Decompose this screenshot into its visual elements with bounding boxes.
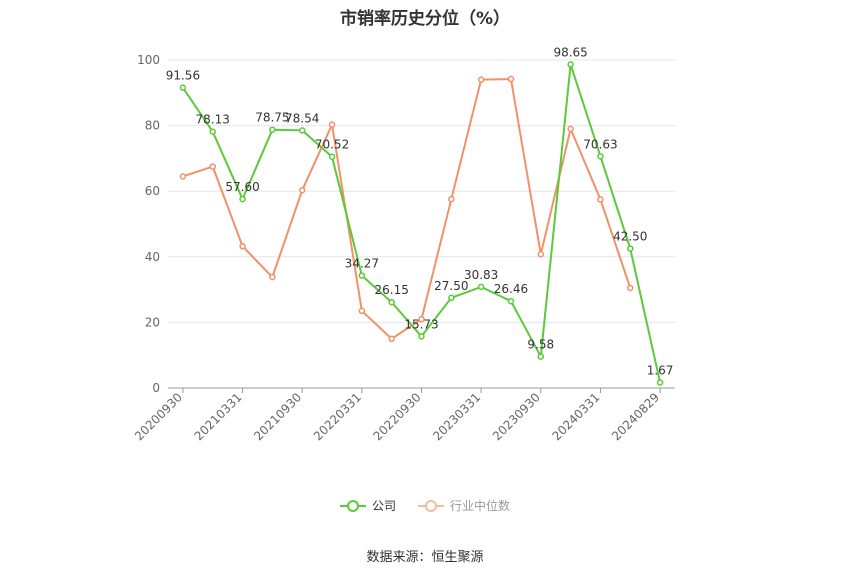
data-label-company: 9.58 <box>527 338 554 352</box>
legend-label-company: 公司 <box>371 499 396 513</box>
data-point-company <box>179 84 187 91</box>
legend-label-industry-median: 行业中位数 <box>450 499 511 513</box>
legend-company-marker-icon <box>339 499 366 512</box>
series-line-industry-median <box>182 78 632 340</box>
data-source: 数据来源：恒生聚源 <box>366 550 484 565</box>
x-tick-label: 20210930 <box>251 390 304 443</box>
data-point-company <box>209 128 216 135</box>
data-label-company: 34.27 <box>345 257 379 271</box>
chart-title: 市销率历史分位（%） <box>339 9 511 29</box>
data-point-industry-median <box>567 125 574 133</box>
data-point-company <box>448 294 455 302</box>
data-label-company: 26.15 <box>374 283 408 297</box>
data-point-industry-median <box>328 121 336 128</box>
y-tick-label: 100 <box>137 53 160 67</box>
data-point-industry-median <box>597 196 604 203</box>
data-point-company <box>239 195 246 203</box>
data-label-company: 42.50 <box>613 230 647 244</box>
y-tick-label: 40 <box>145 250 160 264</box>
data-label-company: 78.54 <box>285 111 319 125</box>
data-label-company: 1.67 <box>647 364 674 378</box>
data-point-industry-median <box>537 250 545 258</box>
x-tick-label: 20240829 <box>609 390 662 443</box>
data-label-company: 57.60 <box>225 180 259 194</box>
data-point-company <box>269 126 276 133</box>
y-tick-label: 0 <box>152 381 160 395</box>
legend: 公司 行业中位数 <box>0 497 850 514</box>
legend-item-industry-median[interactable]: 行业中位数 <box>418 497 510 514</box>
data-point-company <box>507 297 515 305</box>
data-point-company <box>597 153 604 160</box>
x-tick-label: 20210331 <box>192 390 245 443</box>
legend-item-company[interactable]: 公司 <box>339 497 396 514</box>
data-label-company: 70.52 <box>315 138 349 152</box>
x-tick-label: 20230930 <box>490 390 543 443</box>
data-label-company: 70.63 <box>583 137 617 151</box>
data-point-industry-median <box>418 315 425 323</box>
x-tick-label: 20200930 <box>132 390 185 443</box>
x-tick-label: 20220331 <box>311 390 364 443</box>
series-lines <box>179 61 664 386</box>
data-point-industry-median <box>627 284 634 292</box>
y-tick-label: 80 <box>145 119 160 133</box>
y-tick-label: 60 <box>145 184 160 198</box>
data-label-company: 91.56 <box>166 69 200 83</box>
data-point-company <box>388 298 395 306</box>
data-point-company <box>537 353 545 360</box>
legend-industry-marker-icon <box>418 499 444 512</box>
data-label-company: 30.83 <box>464 268 498 282</box>
data-point-industry-median <box>239 243 246 250</box>
y-tick-label: 20 <box>145 315 160 329</box>
data-point-industry-median <box>448 195 455 203</box>
data-point-company <box>418 333 425 340</box>
data-label-company: 98.65 <box>553 45 587 59</box>
data-point-company <box>298 127 306 134</box>
data-label-company: 15.73 <box>404 317 438 331</box>
data-point-industry-median <box>298 186 306 194</box>
data-point-industry-median <box>358 307 366 315</box>
x-tick-label: 20240331 <box>549 390 602 443</box>
data-point-company <box>627 245 634 252</box>
data-point-industry-median <box>179 173 187 180</box>
data-label-company: 27.50 <box>434 279 468 293</box>
data-label-company: 26.46 <box>494 282 528 296</box>
data-point-industry-median <box>507 75 515 83</box>
x-tick-label: 20230331 <box>430 390 483 443</box>
data-point-company <box>656 379 664 386</box>
data-label-company: 78.75 <box>255 111 289 125</box>
data-point-company <box>358 272 366 279</box>
data-point-company <box>567 61 574 68</box>
data-point-industry-median <box>477 76 485 83</box>
data-point-company <box>477 283 485 291</box>
data-point-industry-median <box>269 273 276 281</box>
data-point-industry-median <box>388 335 395 343</box>
data-point-industry-median <box>209 163 216 170</box>
data-point-company <box>328 153 336 160</box>
data-label-company: 78.13 <box>196 113 230 127</box>
x-tick-label: 20220930 <box>371 390 424 443</box>
